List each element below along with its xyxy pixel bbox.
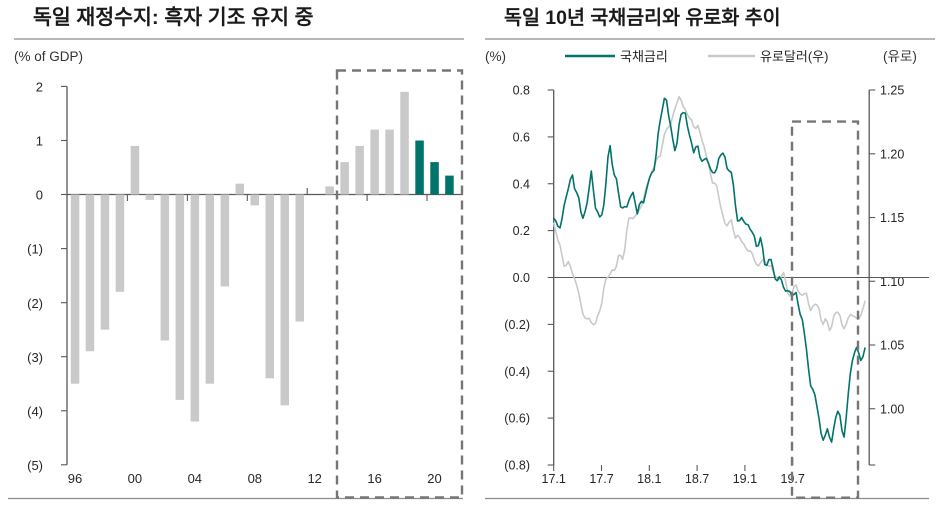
svg-text:18.7: 18.7 — [685, 472, 709, 486]
svg-text:(0.2): (0.2) — [504, 318, 530, 332]
svg-text:1.00: 1.00 — [880, 402, 904, 416]
svg-text:독일 10년 국채금리와 유로화 추이: 독일 10년 국채금리와 유로화 추이 — [504, 7, 781, 29]
svg-text:12: 12 — [307, 471, 321, 486]
svg-text:0.6: 0.6 — [513, 130, 530, 144]
svg-text:0: 0 — [36, 188, 43, 203]
svg-text:08: 08 — [248, 471, 262, 486]
svg-text:0.4: 0.4 — [513, 177, 530, 191]
svg-text:(4): (4) — [27, 404, 43, 419]
svg-text:96: 96 — [68, 471, 82, 486]
svg-text:1.05: 1.05 — [880, 339, 904, 353]
svg-text:(%): (%) — [485, 49, 506, 64]
svg-text:(2): (2) — [27, 296, 43, 311]
svg-text:0.2: 0.2 — [513, 224, 530, 238]
svg-text:국채금리: 국채금리 — [620, 49, 668, 64]
svg-text:(0.6): (0.6) — [504, 412, 530, 426]
svg-text:20: 20 — [427, 471, 441, 486]
svg-text:(1): (1) — [27, 242, 43, 257]
svg-text:0.0: 0.0 — [513, 271, 530, 285]
svg-text:17.1: 17.1 — [542, 472, 566, 486]
svg-text:17.7: 17.7 — [589, 472, 613, 486]
svg-text:04: 04 — [188, 471, 202, 486]
svg-text:(% of GDP): (% of GDP) — [14, 49, 83, 64]
svg-text:19.1: 19.1 — [733, 472, 757, 486]
svg-text:00: 00 — [128, 471, 142, 486]
svg-text:1.25: 1.25 — [880, 84, 904, 98]
svg-text:16: 16 — [367, 471, 381, 486]
svg-text:1.20: 1.20 — [880, 147, 904, 161]
svg-text:(0.4): (0.4) — [504, 365, 530, 379]
svg-text:2: 2 — [36, 80, 43, 95]
svg-text:18.1: 18.1 — [637, 472, 661, 486]
svg-text:(0.8): (0.8) — [504, 459, 530, 473]
svg-text:(5): (5) — [27, 458, 43, 473]
svg-text:1.15: 1.15 — [880, 211, 904, 225]
svg-text:독일 재정수지: 흑자 기조 유지 중: 독일 재정수지: 흑자 기조 유지 중 — [33, 5, 314, 29]
svg-text:유로달러(우): 유로달러(우) — [760, 49, 828, 64]
svg-text:0.8: 0.8 — [513, 84, 530, 98]
svg-text:1.10: 1.10 — [880, 275, 904, 289]
svg-text:1: 1 — [36, 134, 43, 149]
svg-text:(유로): (유로) — [883, 49, 917, 64]
svg-text:(3): (3) — [27, 350, 43, 365]
